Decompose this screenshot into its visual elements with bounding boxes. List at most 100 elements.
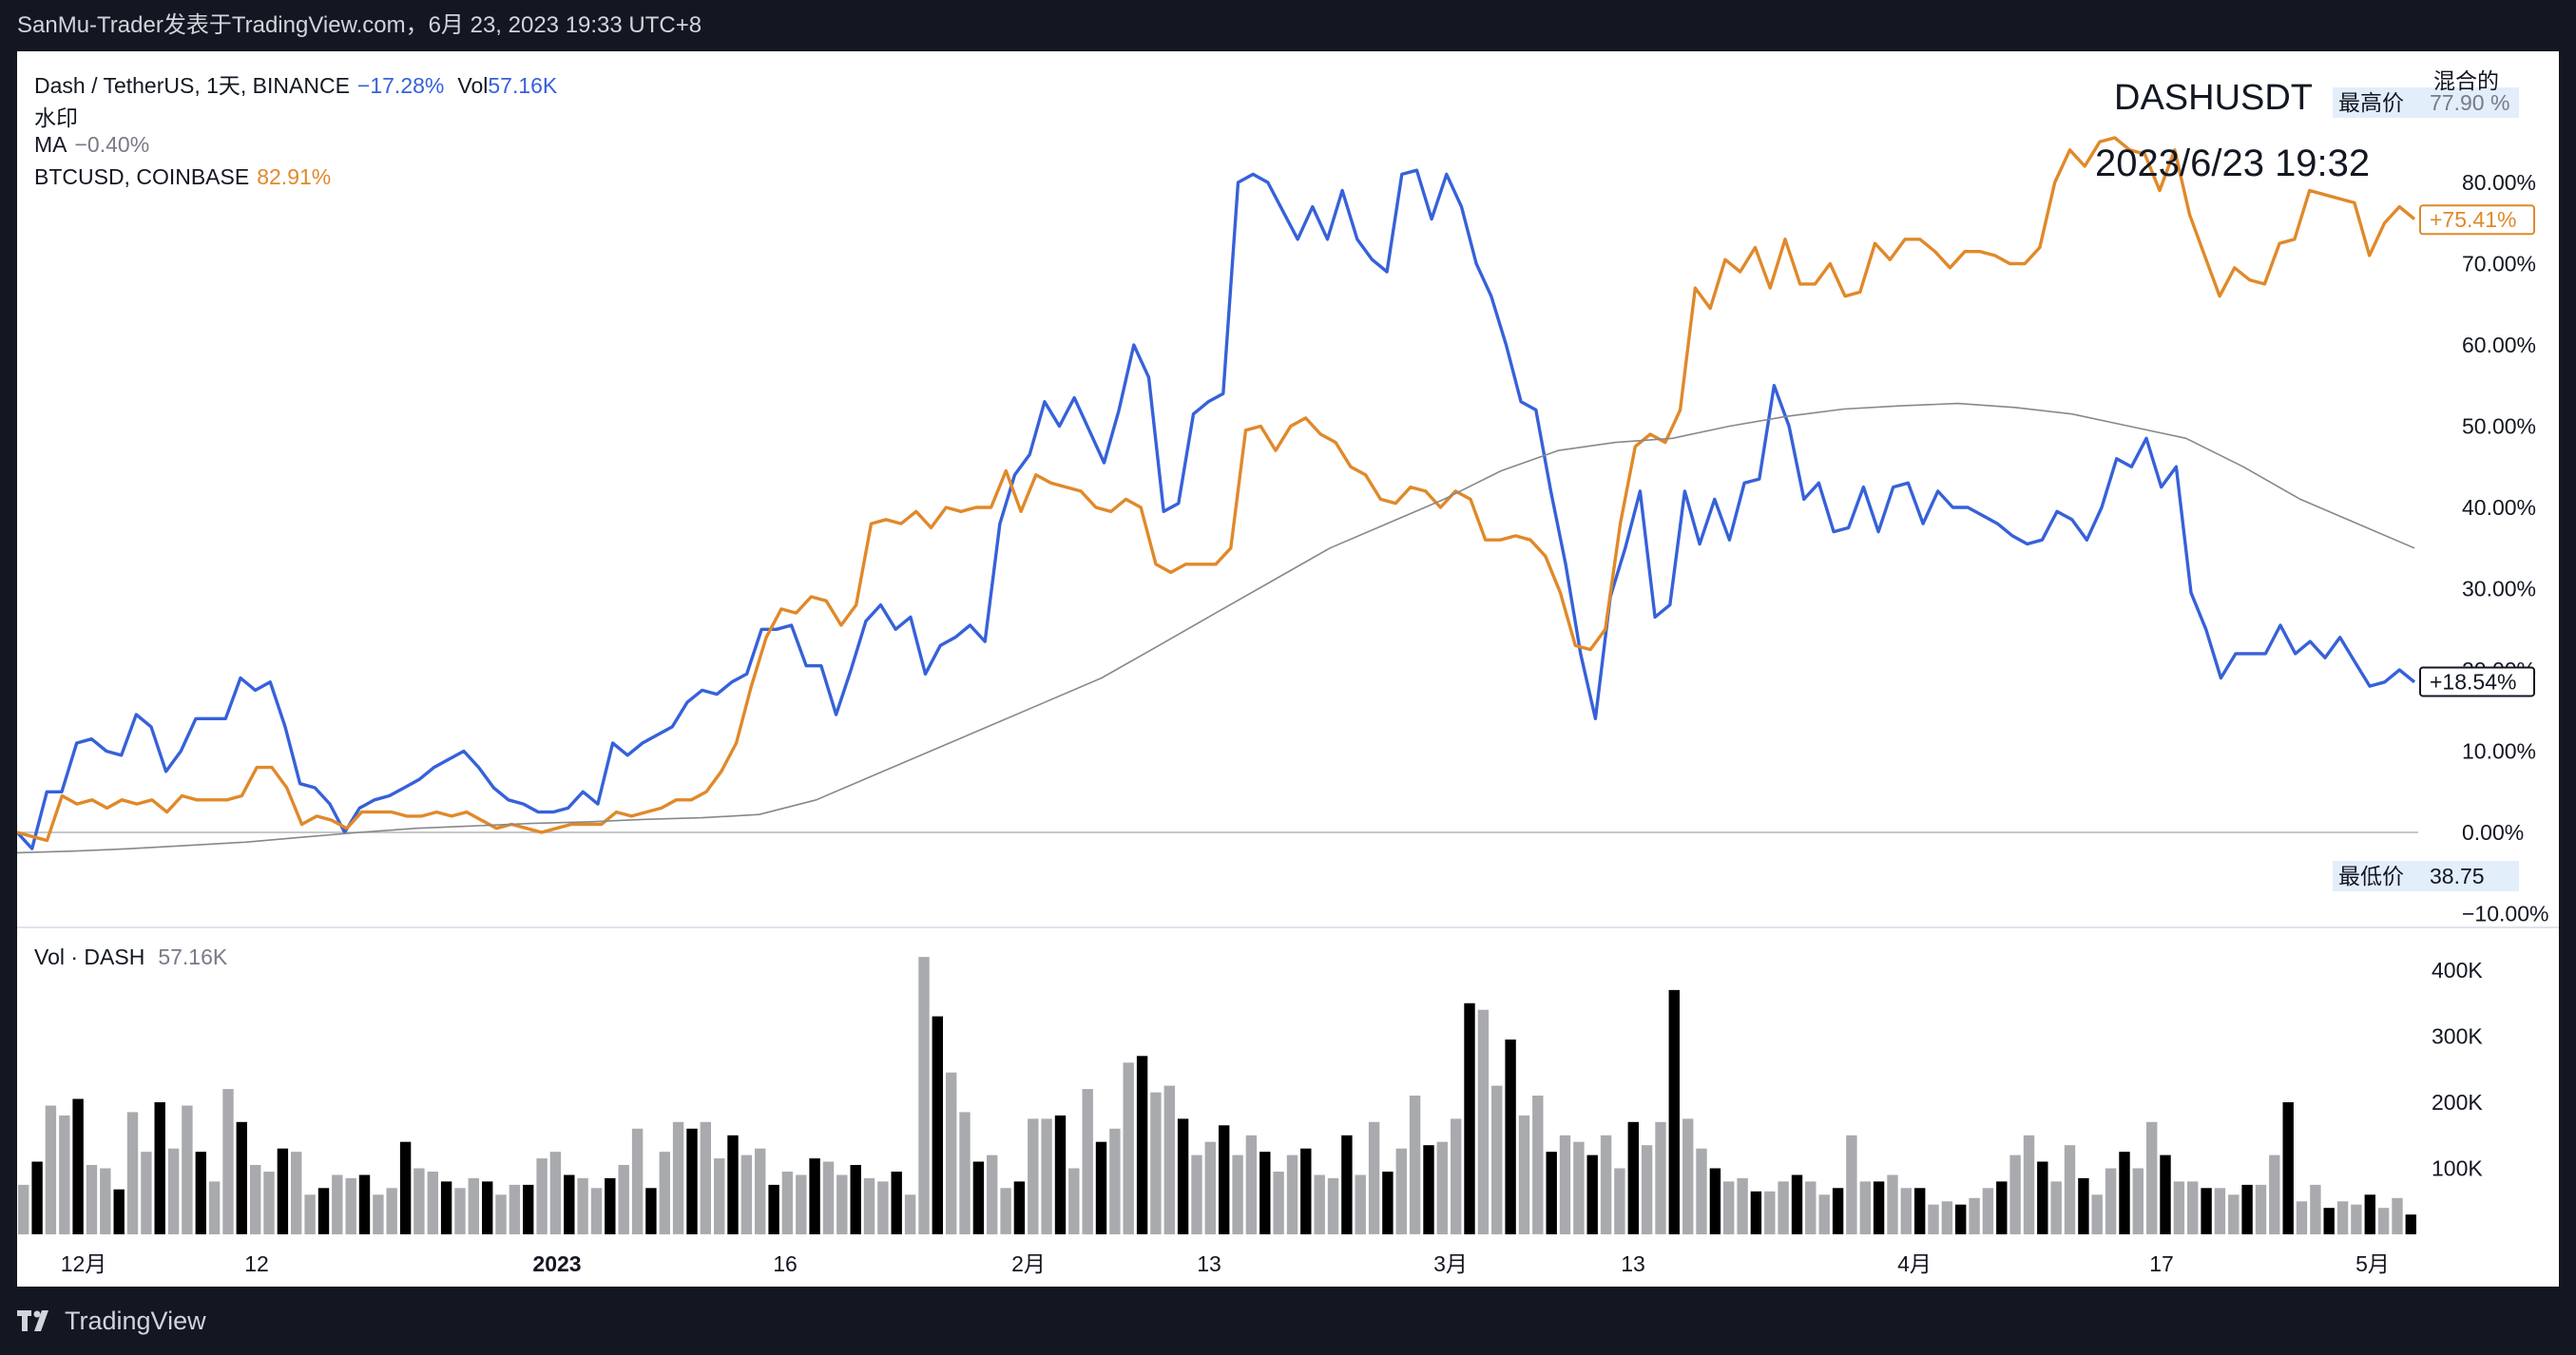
volume-bar bbox=[645, 1188, 657, 1234]
legend-ma-row: MA −0.40% bbox=[34, 132, 149, 158]
volume-bar bbox=[1204, 1141, 1216, 1234]
volume-bar bbox=[1641, 1145, 1653, 1234]
volume-bar bbox=[1068, 1168, 1080, 1234]
volume-bar bbox=[2173, 1181, 2185, 1234]
volume-bar bbox=[1314, 1174, 1325, 1234]
volume-bar bbox=[1013, 1181, 1026, 1234]
volume-bar bbox=[1395, 1148, 1407, 1234]
low-label: 最低价 bbox=[2338, 864, 2404, 888]
volume-bar bbox=[2282, 1102, 2294, 1234]
x-tick-label: 12 bbox=[244, 1251, 269, 1276]
volume-bar bbox=[1177, 1118, 1189, 1234]
x-tick-label: 2月 bbox=[1011, 1251, 1046, 1276]
volume-legend-value: 57.16K bbox=[158, 945, 228, 969]
volume-bar bbox=[1859, 1181, 1871, 1234]
chart-canvas[interactable]: 80.00%70.00%60.00%50.00%40.00%30.00%20.0… bbox=[17, 51, 2559, 1287]
volume-bar bbox=[45, 1105, 57, 1234]
y-tick-label: 80.00% bbox=[2462, 170, 2536, 195]
x-tick-label: 13 bbox=[1621, 1251, 1645, 1276]
volume-bar bbox=[126, 1112, 139, 1234]
volume-bar bbox=[222, 1089, 234, 1234]
volume-bar bbox=[72, 1098, 84, 1234]
x-tick-label: 3月 bbox=[1433, 1251, 1468, 1276]
high-label: 最高价 bbox=[2338, 90, 2404, 115]
tradingview-logo[interactable]: TradingView bbox=[17, 1304, 206, 1338]
volume-bar bbox=[1778, 1181, 1789, 1234]
legend-watermark-row: 水印 bbox=[34, 100, 78, 132]
volume-bar bbox=[1382, 1172, 1394, 1234]
volume-bar bbox=[2310, 1184, 2321, 1234]
volume-bar bbox=[1982, 1188, 1994, 1234]
volume-bar bbox=[113, 1189, 125, 1234]
scale-mode-label[interactable]: 混合的 bbox=[2433, 68, 2499, 93]
volume-bar bbox=[154, 1102, 165, 1234]
volume-bar bbox=[1914, 1188, 1926, 1234]
volume-bar bbox=[413, 1168, 425, 1234]
volume-bar bbox=[86, 1165, 98, 1234]
volume-tick-label: 400K bbox=[2432, 958, 2483, 983]
volume-bar bbox=[1109, 1128, 1121, 1234]
volume-bar bbox=[946, 1072, 957, 1234]
high-value: 77.90 % bbox=[2430, 90, 2509, 115]
volume-bar bbox=[891, 1172, 902, 1234]
publish-header: SanMu-Trader发表于TradingView.com，6月 23, 20… bbox=[0, 0, 2576, 51]
volume-bar bbox=[959, 1112, 971, 1234]
volume-bar bbox=[1355, 1174, 1366, 1234]
low-label-box bbox=[2333, 861, 2519, 891]
volume-bar bbox=[577, 1177, 588, 1234]
volume-bar bbox=[1941, 1201, 1953, 1235]
volume-bar bbox=[1655, 1121, 1666, 1234]
legend-watermark-label: 水印 bbox=[34, 105, 78, 130]
volume-bar bbox=[1082, 1089, 1093, 1234]
volume-bar bbox=[768, 1184, 779, 1234]
low-value: 38.75 bbox=[2430, 864, 2485, 888]
volume-bar bbox=[1546, 1152, 1557, 1234]
publish-header-text: SanMu-Trader发表于TradingView.com，6月 23, 20… bbox=[17, 12, 702, 38]
volume-bar bbox=[440, 1181, 452, 1234]
volume-bar bbox=[1505, 1040, 1516, 1234]
series-line-dash bbox=[17, 168, 2416, 850]
volume-bar bbox=[564, 1174, 575, 1234]
volume-bar bbox=[2255, 1184, 2267, 1234]
legend-ma-label: MA bbox=[34, 132, 67, 157]
volume-bar bbox=[1627, 1121, 1639, 1234]
volume-bar bbox=[590, 1188, 603, 1234]
legend-compare-value: 82.91% bbox=[257, 164, 332, 189]
y-tick-label: 50.00% bbox=[2462, 414, 2536, 439]
volume-bar bbox=[2405, 1214, 2416, 1234]
volume-bar bbox=[877, 1181, 889, 1234]
volume-bar bbox=[904, 1194, 916, 1234]
volume-bar bbox=[399, 1141, 412, 1234]
volume-bar bbox=[618, 1165, 629, 1234]
volume-bar bbox=[236, 1121, 247, 1234]
volume-bar bbox=[100, 1168, 111, 1234]
volume-bar bbox=[972, 1161, 985, 1234]
volume-bar bbox=[1000, 1188, 1011, 1234]
x-tick-label: 2023 bbox=[532, 1251, 581, 1276]
series-line-ma bbox=[17, 402, 2415, 854]
btc-price-tag: +75.41% bbox=[2430, 207, 2516, 232]
volume-bar bbox=[1573, 1141, 1585, 1234]
legend-main-change: −17.28% bbox=[356, 73, 445, 98]
volume-bar bbox=[454, 1188, 466, 1234]
volume-bar bbox=[277, 1148, 289, 1234]
volume-bar bbox=[796, 1174, 807, 1234]
volume-bar bbox=[1436, 1141, 1448, 1234]
x-tick-label: 17 bbox=[2149, 1251, 2174, 1276]
x-tick-label: 12月 bbox=[61, 1251, 107, 1276]
volume-bar bbox=[1300, 1148, 1312, 1234]
volume-bar bbox=[2269, 1155, 2280, 1234]
volume-bar bbox=[2241, 1184, 2253, 1234]
volume-bar bbox=[1150, 1092, 1162, 1234]
volume-bar bbox=[2323, 1208, 2335, 1234]
volume-bar bbox=[468, 1177, 479, 1234]
volume-bar bbox=[1368, 1121, 1380, 1234]
tradingview-logo-icon bbox=[17, 1310, 48, 1331]
y-tick-label: 0.00% bbox=[2462, 820, 2524, 845]
volume-bar bbox=[167, 1148, 180, 1234]
volume-bar bbox=[1163, 1085, 1175, 1234]
volume-bar bbox=[918, 957, 930, 1234]
volume-bar bbox=[1054, 1115, 1067, 1234]
volume-bar bbox=[1559, 1135, 1571, 1234]
volume-bar bbox=[1709, 1168, 1721, 1234]
